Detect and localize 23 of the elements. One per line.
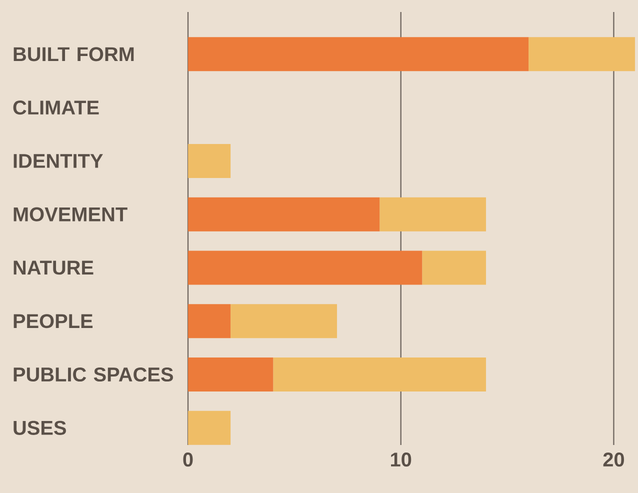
bar [528, 37, 636, 72]
y-tick-label: CLIMATE [13, 100, 99, 115]
bar [188, 37, 529, 72]
bar [188, 304, 231, 338]
bar [188, 197, 380, 232]
y-tick-label: BUILT FORM [14, 47, 134, 62]
y-tick-label: IDENTITY [14, 154, 103, 168]
bar [188, 250, 422, 285]
y-tick-label: USES [14, 420, 66, 435]
y-tick-label: PEOPLE [14, 314, 93, 328]
bar [273, 358, 486, 392]
bar [380, 197, 486, 232]
bar [188, 358, 274, 392]
bar [188, 144, 231, 178]
x-tick-label: 20 [603, 452, 624, 467]
y-tick-label: PUBLIC SPACES [14, 367, 173, 382]
y-tick-label: MOVEMENT [14, 207, 128, 222]
x-tick-label: 10 [391, 452, 412, 467]
bar [422, 250, 486, 285]
bar [230, 304, 338, 338]
bar [188, 410, 231, 445]
x-tick-label: 0 [183, 452, 193, 467]
y-tick-label: NATURE [14, 260, 94, 275]
